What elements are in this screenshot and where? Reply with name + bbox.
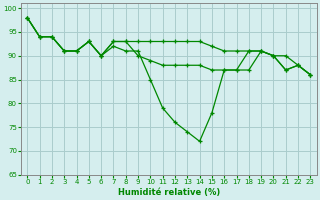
X-axis label: Humidité relative (%): Humidité relative (%) xyxy=(118,188,220,197)
